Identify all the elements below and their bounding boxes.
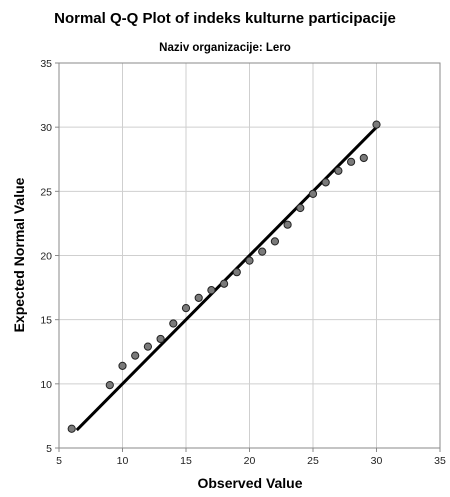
data-point xyxy=(347,157,356,166)
data-point xyxy=(296,203,305,213)
data-point xyxy=(308,189,318,198)
data-point xyxy=(258,247,267,256)
x-tick-label: 5 xyxy=(56,455,62,467)
data-point xyxy=(207,286,216,295)
data-points xyxy=(67,120,381,433)
data-point xyxy=(143,342,152,351)
x-tick-label: 25 xyxy=(307,455,319,467)
data-point xyxy=(245,256,254,265)
y-tick-label: 5 xyxy=(46,443,52,455)
data-point xyxy=(181,304,191,313)
y-tick-label: 30 xyxy=(40,122,52,134)
x-tick-label: 20 xyxy=(244,455,256,467)
reference-line xyxy=(75,126,378,432)
data-point xyxy=(283,220,292,229)
data-point xyxy=(156,334,165,344)
data-point xyxy=(321,178,330,187)
data-point xyxy=(105,381,114,390)
y-tick-label: 35 xyxy=(40,58,52,70)
data-point xyxy=(194,293,203,302)
y-tick-label: 20 xyxy=(40,251,52,263)
data-point xyxy=(359,153,368,163)
data-point xyxy=(220,279,229,288)
x-axis-title: Observed Value xyxy=(197,475,302,491)
x-tick-label: 35 xyxy=(434,455,446,467)
y-axis-title: Expected Normal Value xyxy=(11,177,27,332)
data-point xyxy=(372,120,381,129)
data-point xyxy=(232,268,241,277)
x-tick-label: 10 xyxy=(117,455,129,467)
y-tick-label: 15 xyxy=(40,315,52,327)
tick-labels: 5 10 15 20 25 30 35 5 10 15 20 25 30 35 xyxy=(40,58,446,467)
chart-subtitle: Naziv organizacije: Lero xyxy=(159,42,291,54)
data-point xyxy=(67,424,76,433)
x-tick-label: 15 xyxy=(180,455,192,467)
data-point xyxy=(270,237,279,246)
chart-title: Normal Q-Q Plot of indeks kulturne parti… xyxy=(54,10,396,27)
data-point xyxy=(334,166,343,175)
y-tick-label: 10 xyxy=(40,379,52,391)
y-tick-label: 25 xyxy=(40,186,52,198)
data-point xyxy=(169,319,178,328)
data-point xyxy=(131,351,140,360)
x-tick-label: 30 xyxy=(371,455,383,467)
data-point xyxy=(118,361,127,370)
